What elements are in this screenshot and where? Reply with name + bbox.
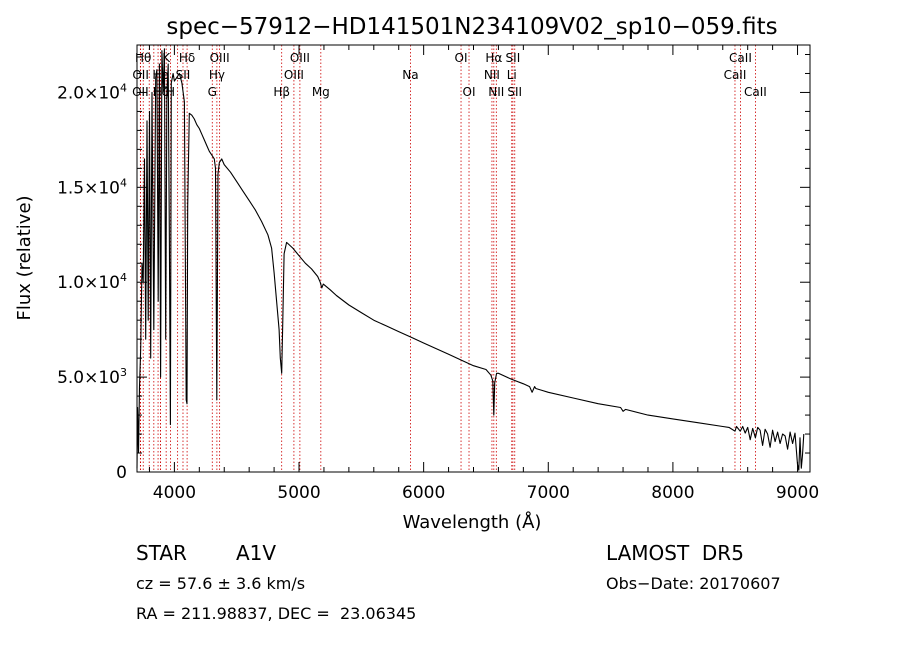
y-tick-label-0: 0 bbox=[116, 463, 127, 483]
object-subclass: A1V bbox=[236, 541, 277, 565]
line-label-8: K bbox=[162, 51, 171, 65]
object-class: STAR bbox=[136, 541, 187, 565]
line-label-23: NII bbox=[484, 68, 500, 82]
y-tick-label-20000: 2.0×104 bbox=[57, 81, 127, 103]
survey-name: LAMOST DR5 bbox=[606, 541, 744, 565]
line-label-24: Hα bbox=[485, 51, 502, 65]
plot-frame bbox=[136, 44, 811, 473]
line-label-15: OIII bbox=[210, 51, 230, 65]
line-label-30: CaII bbox=[729, 51, 752, 65]
line-label-29: CaII bbox=[724, 68, 747, 82]
line-label-14: Hγ bbox=[209, 68, 225, 82]
line-label-20: Na bbox=[402, 68, 418, 82]
line-label-11: SII bbox=[176, 68, 191, 82]
x-tick-label-4000: 4000 bbox=[153, 483, 196, 503]
chart-title: spec−57912−HD141501N234109V02_sp10−059.f… bbox=[166, 14, 777, 40]
y-tick-label-10000: 1.0×104 bbox=[57, 271, 127, 293]
line-label-21: OI bbox=[455, 51, 468, 65]
flux-line-0 bbox=[136, 48, 805, 471]
line-label-26: Li bbox=[507, 68, 517, 82]
obs-date-text: Obs−Date: 20170607 bbox=[606, 574, 781, 593]
x-tick-label-9000: 9000 bbox=[776, 483, 819, 503]
y-axis-label: Flux (relative) bbox=[14, 195, 35, 320]
line-label-28: SII bbox=[507, 85, 522, 99]
line-label-19: Mg bbox=[312, 85, 330, 99]
line-label-0: Hθ bbox=[135, 51, 151, 65]
coordinates-text: RA = 211.98837, DEC = 23.06345 bbox=[136, 604, 417, 623]
x-axis: 4000 5000 6000 7000 8000 9000 bbox=[148, 45, 819, 503]
line-label-16: Hβ bbox=[273, 85, 290, 99]
line-label-17: OIII bbox=[284, 68, 304, 82]
x-tick-label-5000: 5000 bbox=[277, 483, 320, 503]
y-tick-label-15000: 1.5×104 bbox=[57, 176, 127, 198]
spectral-line-markers bbox=[139, 45, 756, 472]
y-tick-label-5000: 5.0×103 bbox=[57, 366, 127, 388]
x-tick-label-6000: 6000 bbox=[402, 483, 445, 503]
x-tick-label-8000: 8000 bbox=[651, 483, 694, 503]
line-label-25: NII bbox=[488, 85, 504, 99]
spectral-line-labels: HθOIIOIIHeHζKHSIIHδGHγOIIIHβOIIIOIIIMgNa… bbox=[132, 51, 767, 99]
x-tick-label-7000: 7000 bbox=[527, 483, 570, 503]
line-label-31: CaII bbox=[744, 85, 767, 99]
line-label-18: OIII bbox=[290, 51, 310, 65]
redshift-text: cz = 57.6 ± 3.6 km/s bbox=[136, 574, 306, 593]
line-label-13: G bbox=[208, 85, 217, 99]
x-axis-label: Wavelength (Å) bbox=[403, 511, 542, 533]
line-label-12: Hδ bbox=[179, 51, 195, 65]
line-label-1: OII bbox=[132, 68, 149, 82]
line-label-9: H bbox=[166, 85, 175, 99]
line-label-27: SII bbox=[506, 51, 521, 65]
flux-series bbox=[136, 48, 805, 471]
line-label-22: OI bbox=[463, 85, 476, 99]
y-axis: 0 5.0×103 1.0×104 1.5×104 2.0×104 bbox=[57, 53, 810, 483]
line-label-6: He bbox=[152, 68, 168, 82]
